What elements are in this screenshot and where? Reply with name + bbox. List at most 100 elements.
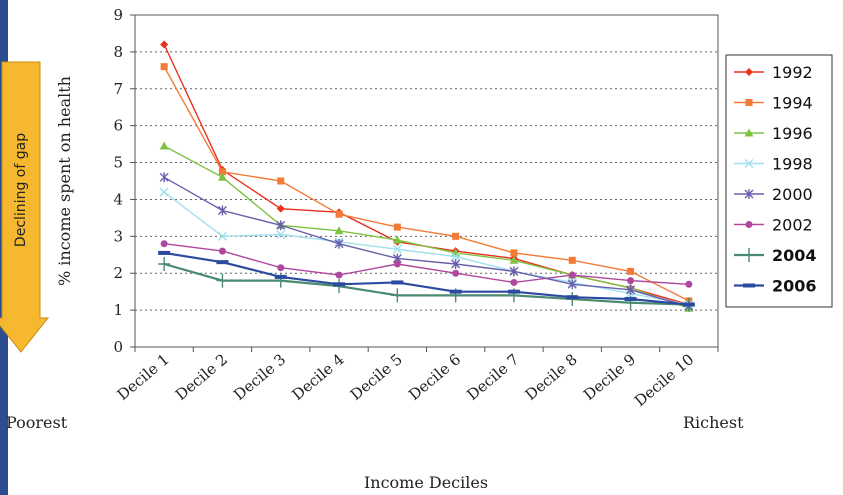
x-tick-label: Decile 3: [230, 350, 289, 404]
data-point-2006: [682, 302, 695, 307]
legend-label: 1998: [772, 155, 813, 174]
legend-marker: [743, 248, 755, 262]
data-point-1994: [335, 210, 343, 218]
data-point-2006: [216, 260, 229, 265]
data-point-2006: [158, 250, 171, 255]
x-tick-label: Decile 6: [405, 350, 464, 404]
data-point-2000: [334, 238, 344, 249]
data-point-1994: [160, 63, 168, 71]
data-point-1992: [276, 204, 285, 213]
data-point-2006: [566, 295, 579, 300]
data-point-2004: [216, 273, 229, 288]
arrow-shape: [0, 61, 50, 353]
y-tick-label: 3: [113, 227, 123, 245]
data-point-2006: [274, 274, 287, 279]
legend-marker: [744, 158, 754, 169]
series-2006: [158, 250, 695, 307]
legend-marker: [745, 68, 753, 76]
data-point-2004: [158, 257, 171, 271]
data-point-2002: [335, 271, 343, 279]
richest-label: Richest: [683, 413, 744, 432]
y-tick-label: 6: [113, 117, 123, 135]
legend-label: 1996: [772, 124, 813, 143]
data-point-1996: [159, 141, 169, 150]
data-point-1996: [217, 172, 227, 181]
legend-marker: [743, 283, 755, 288]
data-point-1994: [510, 249, 518, 257]
data-point-1998: [276, 229, 286, 240]
data-point-1998: [451, 252, 461, 262]
y-tick-label: 9: [113, 6, 123, 24]
data-point-2000: [276, 220, 286, 231]
legend-marker: [744, 189, 754, 199]
x-tick-label: Decile 5: [347, 350, 406, 404]
data-point-1998: [159, 187, 169, 197]
legend: 1992 1994 1996 1998 2000 2002 2004 2006: [725, 54, 833, 308]
data-point-2002: [452, 269, 460, 277]
legend-box: [725, 54, 833, 308]
data-point-2002: [277, 264, 285, 272]
data-point-2002: [160, 240, 168, 248]
series-line-1994: [163, 66, 690, 302]
legend-marker: [745, 99, 753, 106]
series-line-2006: [163, 251, 689, 306]
data-point-1994: [627, 267, 635, 275]
y-tick-label: 7: [113, 80, 123, 98]
data-point-1994: [277, 177, 285, 185]
legend-label: 2002: [772, 216, 813, 235]
y-tick-label: 2: [113, 264, 123, 282]
data-point-2000: [451, 259, 461, 269]
data-point-1992: [160, 40, 169, 49]
series-line-2004: [163, 262, 689, 306]
y-tick-label: 4: [113, 190, 123, 208]
series-line-2002: [164, 243, 689, 285]
data-point-2002: [393, 260, 401, 268]
series-2000: [159, 172, 694, 312]
gridlines: [135, 51, 718, 311]
legend-label: 2006: [772, 277, 817, 296]
legend-marker: [744, 128, 754, 137]
data-point-2000: [217, 205, 227, 216]
x-tick-label: Decile 1: [114, 350, 173, 404]
data-point-1996: [509, 255, 519, 264]
series-1998: [159, 187, 694, 310]
x-axis-title: Income Deciles: [364, 473, 488, 492]
data-point-2002: [685, 280, 693, 288]
x-tick-label: Decile 4: [288, 350, 347, 404]
x-axis-ticks: Decile 1 Decile 2 Decile 3 Decile 4 Decile 5…: [114, 347, 719, 410]
data-point-1996: [334, 226, 344, 235]
data-point-2000: [159, 172, 169, 183]
data-point-2006: [449, 289, 462, 294]
data-point-2000: [567, 279, 577, 290]
data-point-2006: [624, 297, 637, 302]
declining-gap-arrow: [0, 61, 50, 353]
data-point-1994: [568, 256, 576, 264]
x-tick-label: Decile 7: [463, 350, 522, 404]
data-point-1994: [393, 223, 401, 231]
x-tick-label: Decile 8: [522, 350, 581, 404]
data-point-1994: [452, 232, 460, 240]
y-tick-label: 5: [113, 154, 123, 172]
data-point-1996: [392, 235, 402, 244]
data-point-2002: [218, 247, 226, 255]
series-line-1996: [163, 145, 690, 309]
x-tick-label: Decile 2: [172, 350, 231, 404]
data-point-1998: [392, 244, 402, 254]
legend-label: 1992: [772, 63, 813, 82]
data-point-2000: [626, 284, 636, 295]
legend-marker: [745, 221, 753, 228]
data-point-1998: [217, 231, 227, 241]
data-point-2002: [627, 277, 635, 285]
legend-label: 2004: [772, 246, 817, 265]
data-point-2000: [509, 266, 519, 277]
y-axis-ticks: 0 1 2 3 4 5 6 7 8 9: [113, 6, 135, 356]
series-line-2000: [163, 176, 690, 308]
y-tick-label: 8: [113, 43, 123, 61]
series-lines: [158, 40, 695, 312]
x-tick-label: Decile 10: [631, 350, 697, 410]
y-axis-title: % income spent on health: [55, 76, 74, 286]
series-2002: [160, 240, 693, 288]
data-point-2006: [333, 282, 346, 287]
series-line-1998: [163, 191, 689, 306]
